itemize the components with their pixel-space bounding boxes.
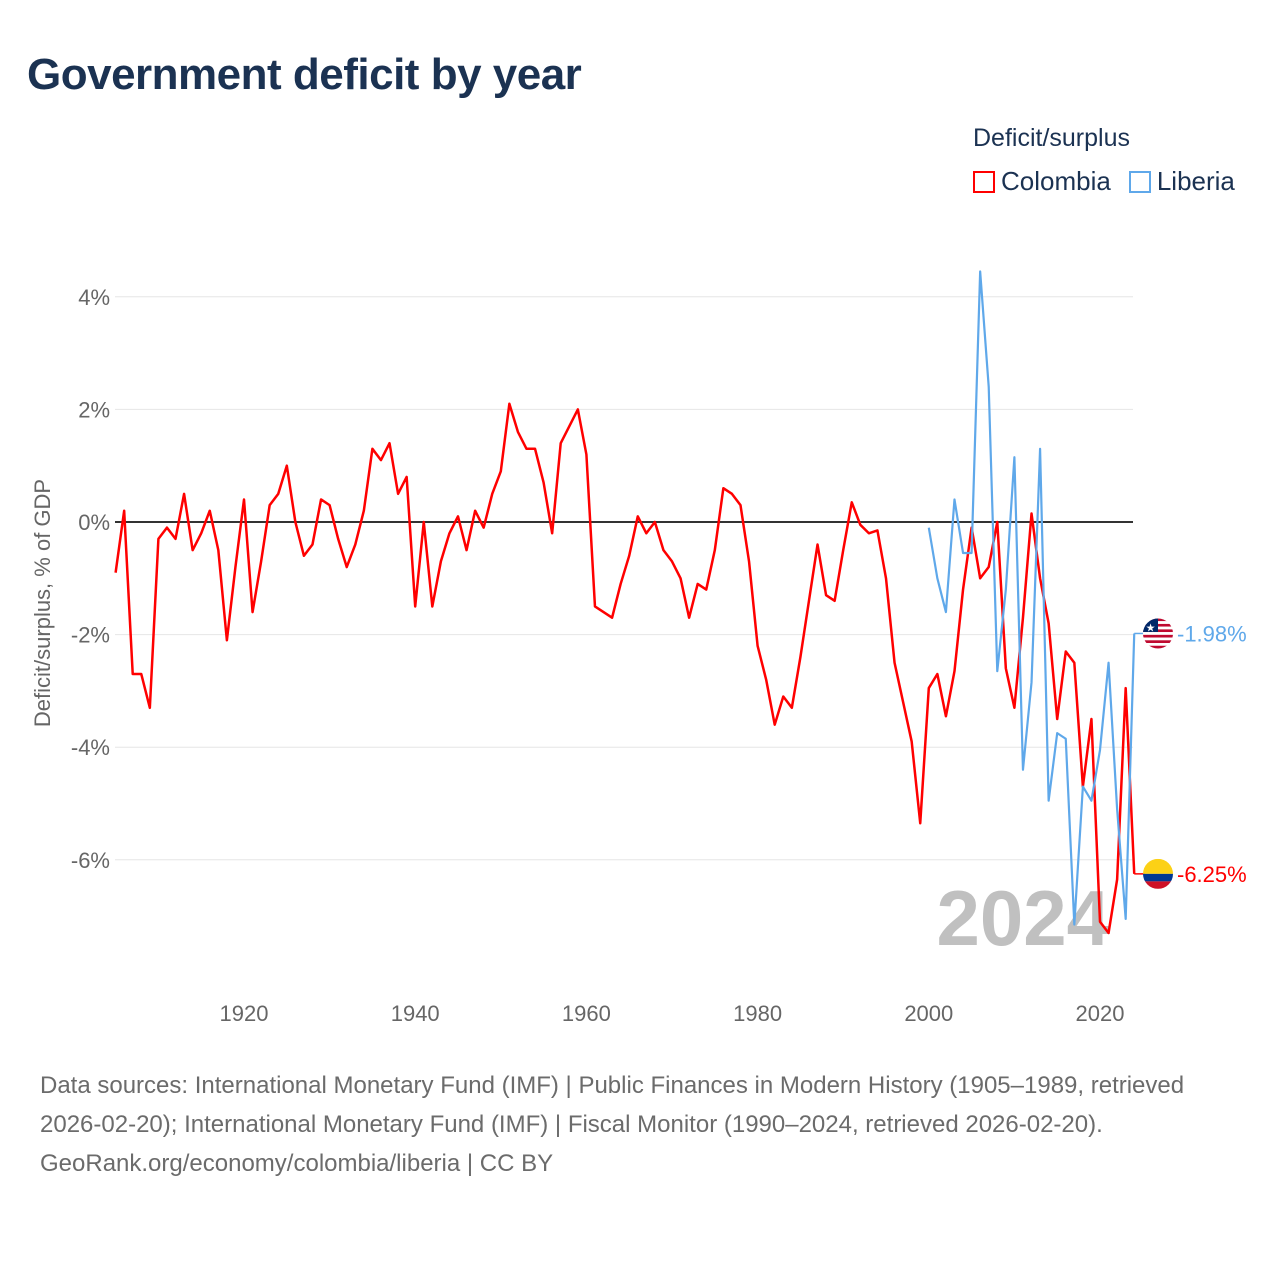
legend-label-colombia: Colombia <box>1001 166 1111 196</box>
y-tick-label: 4% <box>78 285 110 310</box>
colombia-flag-icon <box>1143 858 1173 889</box>
page-title: Government deficit by year <box>27 50 582 99</box>
credit-link[interactable]: GeoRank.org/economy/colombia/liberia | C… <box>40 1150 554 1177</box>
legend-swatch-colombia <box>973 170 995 193</box>
y-tick-label: -2% <box>71 623 110 648</box>
series-line-colombia <box>114 402 1136 935</box>
y-axis-label: Deficit/surplus, % of GDP <box>30 479 55 727</box>
data-sources: Data sources: International Monetary Fun… <box>40 1072 1185 1138</box>
legend: Colombia Liberia <box>973 166 1235 197</box>
x-tick-label: 2000 <box>904 1001 953 1026</box>
x-tick-label: 1960 <box>562 1001 611 1026</box>
y-tick-label: -4% <box>71 735 110 760</box>
legend-item-liberia[interactable]: Liberia <box>1128 166 1235 197</box>
x-tick-label: 1940 <box>391 1001 440 1026</box>
legend-item-colombia[interactable]: Colombia <box>973 166 1111 197</box>
liberia-flag-icon: ★ <box>1143 618 1173 649</box>
legend-label-liberia: Liberia <box>1156 166 1235 196</box>
x-tick-label: 1980 <box>733 1001 782 1026</box>
legend-swatch-liberia <box>1128 170 1151 193</box>
year-watermark: 2024 <box>936 874 1110 962</box>
svg-text:★: ★ <box>1146 622 1156 634</box>
end-value-label-colombia: -6.25% <box>1177 862 1247 887</box>
x-tick-label: 1920 <box>220 1001 269 1026</box>
y-tick-label: -6% <box>71 848 110 873</box>
line-chart: 2024 -6% -4% -2% 0% 2% 4% 1920 1940 1960 1980 2000 2… <box>30 270 1247 1026</box>
y-tick-label: 2% <box>78 397 110 422</box>
legend-title: Deficit/surplus <box>973 124 1130 152</box>
x-tick-label: 2020 <box>1076 1001 1125 1026</box>
end-value-label-liberia: -1.98% <box>1177 621 1247 646</box>
footer: Data sources: International Monetary Fun… <box>40 1066 1240 1183</box>
y-tick-label: 0% <box>78 510 110 535</box>
series-line-liberia <box>927 270 1136 926</box>
